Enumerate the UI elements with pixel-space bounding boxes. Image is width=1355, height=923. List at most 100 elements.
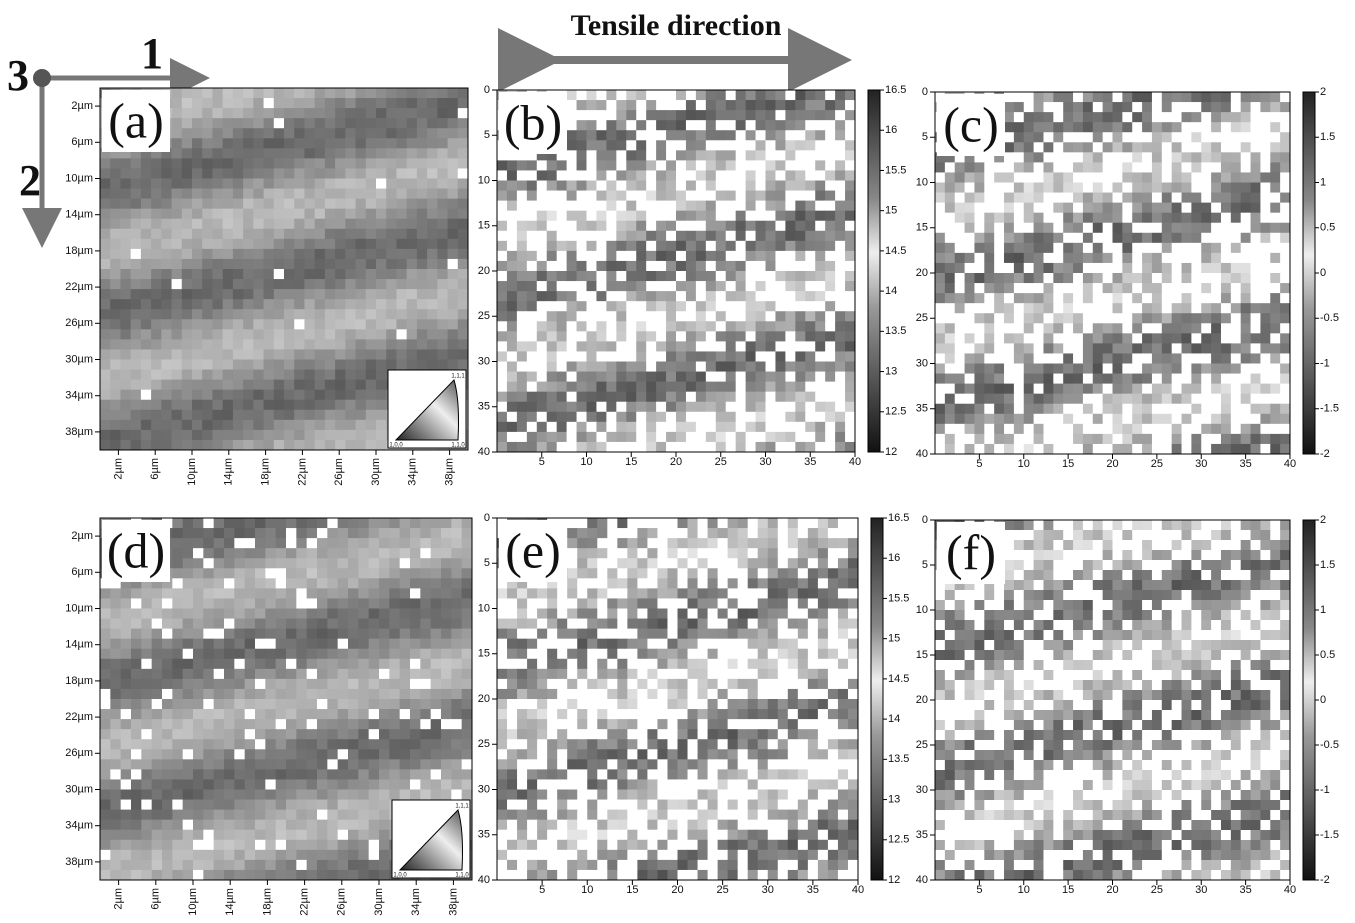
map-cell: [527, 402, 537, 413]
map-cell: [1191, 203, 1201, 214]
map-cell: [606, 261, 616, 272]
map-cell: [726, 351, 736, 362]
map-cell: [497, 231, 507, 242]
map-cell: [1191, 444, 1201, 455]
map-cell: [234, 578, 245, 589]
map-cell: [1280, 434, 1290, 445]
map-cell: [141, 279, 152, 290]
map-cell: [441, 659, 452, 670]
map-cell: [1270, 343, 1280, 354]
map-cell: [183, 609, 194, 620]
map-cell: [243, 440, 254, 451]
map-cell: [172, 158, 183, 169]
map-cell: [1201, 374, 1211, 385]
map-cell: [162, 689, 173, 700]
map-cell: [431, 639, 442, 650]
map-cell: [686, 201, 696, 212]
map-cell: [1182, 343, 1192, 354]
map-cell: [626, 251, 636, 262]
map-cell: [636, 100, 646, 111]
map-cell: [736, 181, 746, 192]
map-cell: [366, 158, 377, 169]
map-cell: [376, 420, 387, 431]
x-tick-label: 20: [1106, 458, 1118, 470]
map-cell: [161, 390, 172, 401]
map-cell: [1073, 394, 1083, 405]
map-cell: [1191, 434, 1201, 445]
map-cell: [427, 128, 438, 139]
map-cell: [1182, 353, 1192, 364]
map-cell: [1221, 313, 1231, 324]
map-cell: [1231, 444, 1241, 455]
map-cell: [805, 100, 815, 111]
map-cell: [1260, 374, 1270, 385]
map-cell: [400, 749, 411, 760]
map-cell: [726, 422, 736, 433]
map-cell: [1103, 142, 1113, 153]
map-cell: [756, 110, 766, 121]
map-cell: [706, 140, 716, 151]
map-cell: [766, 422, 776, 433]
map-cell: [567, 191, 577, 202]
map-cell: [223, 209, 234, 220]
map-cell: [557, 261, 567, 272]
map-cell: [462, 528, 473, 539]
map-cell: [121, 649, 132, 660]
map-cell: [366, 360, 377, 371]
map-cell: [458, 329, 469, 340]
map-cell: [1201, 92, 1211, 103]
map-cell: [100, 289, 111, 300]
map-cell: [746, 422, 756, 433]
map-cell: [596, 281, 606, 292]
map-cell: [264, 319, 275, 330]
colorbar-label: 0: [1320, 267, 1326, 279]
map-cell: [1142, 384, 1152, 395]
map-cell: [1162, 213, 1172, 224]
map-cell: [945, 263, 955, 274]
map-cell: [746, 160, 756, 171]
map-cell: [1142, 243, 1152, 254]
map-cell: [451, 709, 462, 720]
map-cell: [984, 394, 994, 405]
map-cell: [427, 289, 438, 300]
map-cell: [410, 729, 421, 740]
map-cell: [1004, 213, 1014, 224]
map-cell: [507, 402, 517, 413]
map-cell: [233, 339, 244, 350]
map-cell: [676, 90, 686, 101]
map-cell: [161, 420, 172, 431]
map-cell: [1132, 384, 1142, 395]
map-cell: [1270, 394, 1280, 405]
map-cell: [1172, 303, 1182, 314]
map-cell: [965, 233, 975, 244]
map-cell: [945, 384, 955, 395]
map-cell: [815, 382, 825, 393]
map-cell: [825, 331, 835, 342]
map-cell: [212, 400, 223, 411]
y-tick-label: 40: [478, 446, 490, 458]
map-cell: [1152, 122, 1162, 133]
map-cell: [716, 90, 726, 101]
map-cell: [1004, 353, 1014, 364]
map-cell: [527, 221, 537, 232]
map-cell: [441, 518, 452, 529]
map-cell: [131, 729, 142, 740]
map-cell: [965, 313, 975, 324]
map-cell: [253, 239, 264, 250]
map-cell: [1083, 203, 1093, 214]
map-cell: [1014, 323, 1024, 334]
map-cell: [736, 362, 746, 373]
map-cell: [1280, 364, 1290, 375]
map-cell: [304, 430, 315, 441]
map-cell: [696, 191, 706, 202]
map-cell: [1211, 434, 1221, 445]
map-cell: [366, 309, 377, 320]
map-cell: [427, 209, 438, 220]
map-cell: [193, 598, 204, 609]
map-cell: [1211, 142, 1221, 153]
map-cell: [965, 364, 975, 375]
map-cell: [233, 239, 244, 250]
map-cell: [766, 170, 776, 181]
map-cell: [294, 360, 305, 371]
map-cell: [100, 219, 111, 230]
